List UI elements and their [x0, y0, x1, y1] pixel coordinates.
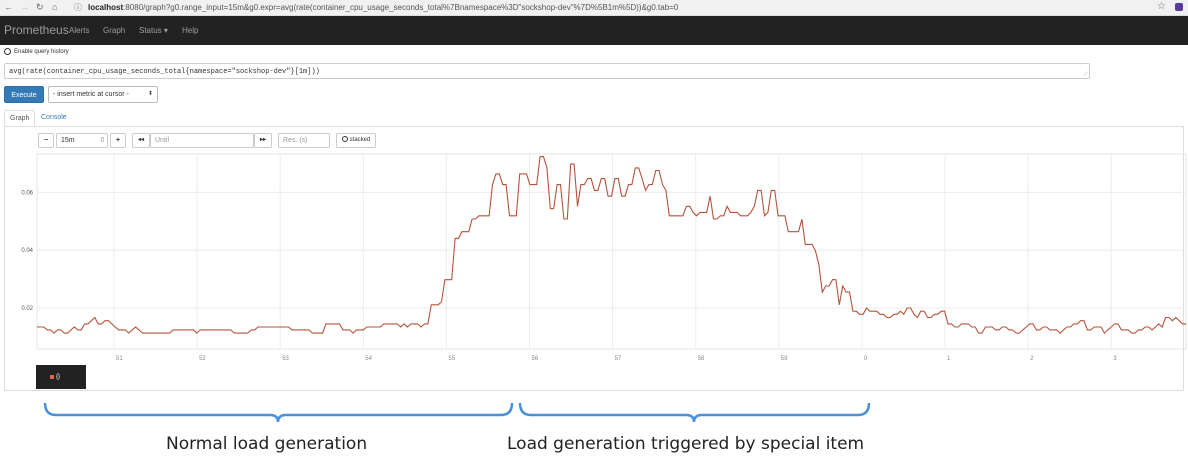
- grid: [36, 153, 1187, 350]
- graph-panel: [4, 127, 1184, 391]
- tab-bar: Graph Console: [4, 110, 1184, 127]
- x-tick-label: 0: [864, 356, 868, 362]
- range-input[interactable]: 15m ▯: [56, 133, 108, 148]
- x-tick-label: 55: [448, 356, 455, 362]
- address-bar[interactable]: localhost:8080/graph?g0.range_input=15m&…: [88, 2, 678, 13]
- forward-arrow-icon[interactable]: →: [20, 2, 29, 12]
- url-host: localhost: [88, 3, 124, 12]
- stacked-label: stacked: [349, 137, 371, 143]
- query-history-toggle[interactable]: Enable query history: [4, 48, 69, 55]
- info-icon[interactable]: ⓘ: [74, 3, 82, 12]
- y-tick-label: 0.02: [21, 306, 33, 312]
- calendar-icon: ▯: [100, 137, 104, 143]
- x-tick-label: 52: [199, 356, 206, 362]
- annotation-special-load: Load generation triggered by special ite…: [507, 434, 865, 454]
- x-tick-label: 51: [116, 356, 123, 362]
- select-arrows-icon: ⬍: [147, 91, 153, 97]
- x-axis: 51 52 53 54 55 56 57 58 59 0 1 2 3: [116, 356, 1117, 362]
- x-tick-label: 57: [615, 356, 622, 362]
- graph-canvas: 0.02 0.04 0.06 51 52 53 54 55 56 57 58 59 0 1 2 3: [21, 153, 1187, 362]
- range-decrease-button[interactable]: −: [38, 133, 54, 148]
- resize-grip-icon[interactable]: ⟋: [1083, 71, 1088, 78]
- browser-toolbar: ← → ↻ ⌂ ⓘ localhost:8080/graph?g0.range_…: [0, 0, 1188, 16]
- x-tick-label: 1: [947, 356, 951, 362]
- radio-icon[interactable]: [4, 48, 11, 55]
- legend: {}: [36, 365, 86, 389]
- range-value: 15m: [61, 137, 75, 144]
- nav-alerts[interactable]: Alerts: [69, 26, 90, 35]
- legend-label: {}: [56, 374, 61, 380]
- extension-icon[interactable]: [1175, 3, 1183, 11]
- x-tick-label: 56: [532, 356, 539, 362]
- top-navbar: Prometheus Alerts Graph Status ▾ Help: [0, 16, 1188, 45]
- annotation-braces: [43, 402, 871, 423]
- brace-special: [518, 402, 871, 423]
- y-axis: 0.02 0.04 0.06: [21, 190, 33, 312]
- x-tick-label: 53: [282, 356, 289, 362]
- expression-text: avg(rate(container_cpu_usage_seconds_tot…: [9, 68, 320, 76]
- x-tick-label: 3: [1113, 356, 1117, 362]
- x-tick-label: 54: [365, 356, 372, 362]
- stacked-toggle-button[interactable]: stacked: [336, 133, 376, 148]
- tab-console[interactable]: Console: [41, 114, 67, 121]
- back-arrow-icon[interactable]: ←: [4, 2, 13, 12]
- x-tick-label: 2: [1030, 356, 1034, 362]
- home-icon[interactable]: ⌂: [52, 2, 58, 12]
- radio-icon: [341, 136, 348, 143]
- range-increase-button[interactable]: +: [110, 133, 126, 148]
- nav-graph[interactable]: Graph: [103, 26, 126, 35]
- x-tick-label: 58: [698, 356, 705, 362]
- legend-swatch: [50, 375, 54, 379]
- x-tick-label: 59: [781, 356, 788, 362]
- tab-graph[interactable]: Graph: [4, 110, 36, 126]
- annotation-normal-load: Normal load generation: [166, 434, 368, 454]
- plot-frame: [36, 153, 1187, 350]
- series-line: [37, 156, 1186, 334]
- brand-logo[interactable]: Prometheus: [4, 23, 69, 37]
- execute-button[interactable]: Execute: [4, 86, 44, 103]
- bookmark-star-icon[interactable]: ☆: [1157, 1, 1166, 12]
- insert-metric-select[interactable]: - insert metric at cursor - ⬍: [48, 86, 158, 103]
- y-tick-label: 0.06: [21, 190, 33, 196]
- expression-input[interactable]: avg(rate(container_cpu_usage_seconds_tot…: [4, 63, 1090, 79]
- brace-normal: [43, 402, 514, 423]
- query-history-label: Enable query history: [14, 48, 69, 55]
- step-back-button[interactable]: ◂◂: [132, 133, 150, 148]
- nav-help[interactable]: Help: [182, 26, 199, 35]
- url-path: :8080/graph?g0.range_input=15m&g0.expr=a…: [123, 3, 679, 12]
- resolution-input[interactable]: Res. (s): [278, 133, 330, 148]
- nav-status[interactable]: Status ▾: [139, 26, 168, 35]
- step-forward-button[interactable]: ▸▸: [254, 133, 272, 148]
- until-input[interactable]: Until: [150, 133, 254, 148]
- insert-metric-label: - insert metric at cursor -: [53, 91, 129, 98]
- y-tick-label: 0.04: [21, 248, 33, 254]
- reload-icon[interactable]: ↻: [36, 2, 44, 12]
